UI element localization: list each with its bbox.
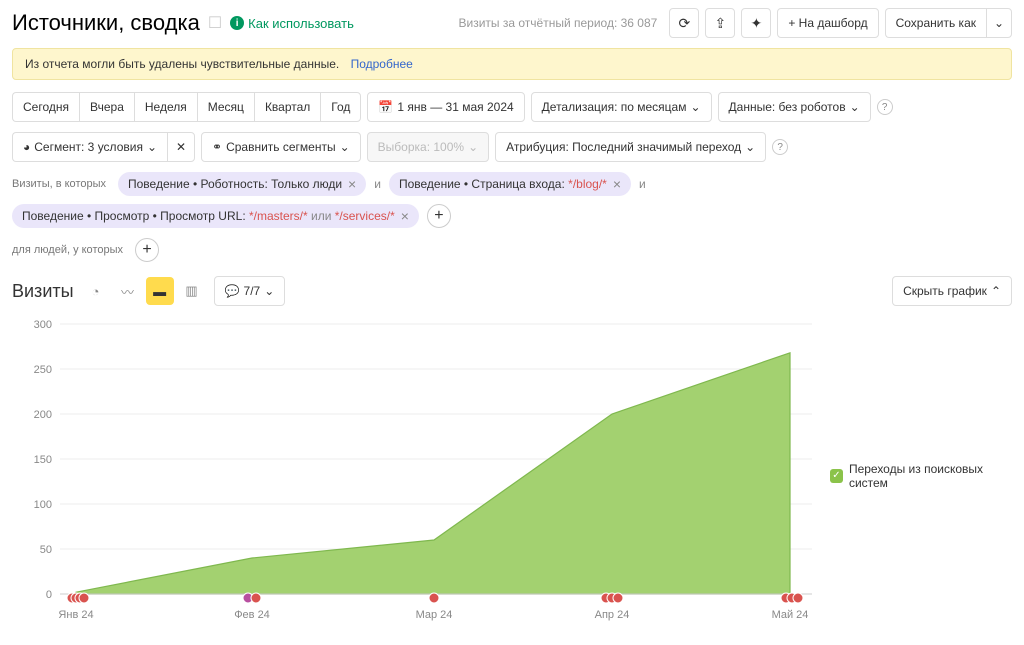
save-as-button[interactable]: Сохранить как [885, 8, 986, 38]
series-counter-dropdown[interactable]: 💬 7/7 ⌄ [214, 276, 286, 306]
chart-area: 0 50 100 150 200 250 300 Янв 24 Фев 24 Мар 24 Апр … [12, 314, 822, 637]
svg-text:Янв 24: Янв 24 [58, 609, 93, 621]
chevron-down-icon: ⌄ [850, 100, 860, 114]
segment-clear[interactable]: ✕ [167, 132, 195, 162]
and-separator: и [639, 177, 646, 191]
chip-label: Поведение • Страница входа: */blog/* [399, 177, 607, 191]
hide-chart-label: Скрыть график [903, 284, 987, 298]
series-counter-label: 7/7 [244, 284, 261, 298]
attribution-dropdown[interactable]: Атрибуция: Последний значимый переход ⌄ [495, 132, 766, 162]
info-icon: i [230, 16, 244, 30]
yandex-icon[interactable]: ✦ [741, 8, 771, 38]
filter-chip-robotness[interactable]: Поведение • Роботность: Только люди × [118, 172, 366, 196]
area-chart-svg: 0 50 100 150 200 250 300 Янв 24 Фев 24 Мар 24 Апр … [12, 314, 822, 634]
add-people-filter-button[interactable]: + [135, 238, 159, 262]
svg-text:150: 150 [34, 454, 52, 466]
svg-text:Фев 24: Фев 24 [234, 609, 270, 621]
add-filter-button[interactable]: + [427, 204, 451, 228]
chevron-up-icon: ⌃ [991, 284, 1001, 298]
compare-dropdown[interactable]: ⚭ Сравнить сегменты ⌄ [201, 132, 361, 162]
notice-more-link[interactable]: Подробнее [351, 57, 413, 71]
calendar-icon: 📅 [378, 100, 393, 114]
compare-icon: ⚭ [212, 140, 222, 154]
chip-close-icon[interactable]: × [348, 176, 356, 192]
segment-label: Сегмент: 3 условия [34, 140, 143, 154]
chip-label: Поведение • Роботность: Только люди [128, 177, 342, 191]
legend-checkbox-icon[interactable]: ✓ [830, 469, 843, 483]
chip-close-icon[interactable]: × [613, 176, 621, 192]
chip-label: Поведение • Просмотр • Просмотр URL: */m… [22, 209, 395, 223]
chevron-down-icon: ⌄ [468, 140, 478, 154]
detail-dropdown[interactable]: Детализация: по месяцам ⌄ [531, 92, 712, 122]
legend-label: Переходы из поисковых систем [849, 462, 1012, 490]
svg-text:Мар 24: Мар 24 [416, 609, 453, 621]
notice-text: Из отчета могли быть удалены чувствитель… [25, 57, 339, 71]
chevron-down-icon: ⌄ [745, 140, 755, 154]
chat-icon: 💬 [225, 284, 240, 298]
sample-dropdown: Выборка: 100% ⌄ [367, 132, 489, 162]
svg-text:300: 300 [34, 319, 52, 331]
attribution-label: Атрибуция: Последний значимый переход [506, 140, 741, 154]
svg-text:Май 24: Май 24 [772, 609, 809, 621]
period-quarter[interactable]: Квартал [254, 92, 320, 122]
date-range-label: 1 янв — 31 мая 2024 [397, 100, 513, 114]
chip-close-icon[interactable]: × [401, 208, 409, 224]
data-label: Данные: без роботов [729, 100, 846, 114]
how-to-use-link[interactable]: i Как использовать [230, 16, 354, 31]
period-month[interactable]: Месяц [197, 92, 254, 122]
svg-text:200: 200 [34, 409, 52, 421]
chart-type-bar[interactable]: ▥ [178, 277, 206, 305]
filter-chip-entry-page[interactable]: Поведение • Страница входа: */blog/* × [389, 172, 631, 196]
refresh-icon[interactable]: ⟳ [669, 8, 699, 38]
how-to-use-label: Как использовать [248, 16, 354, 31]
period-button-group: Сегодня Вчера Неделя Месяц Квартал Год [12, 92, 361, 122]
svg-text:250: 250 [34, 364, 52, 376]
chevron-down-icon: ⌄ [340, 140, 350, 154]
help-icon[interactable]: ? [877, 99, 893, 115]
detail-label: Детализация: по месяцам [542, 100, 687, 114]
chevron-down-icon: ⌄ [690, 100, 700, 114]
sensitive-data-notice: Из отчета могли быть удалены чувствитель… [12, 48, 1012, 80]
legend-item-search[interactable]: ✓ Переходы из поисковых систем [830, 462, 1012, 490]
and-separator: и [374, 177, 381, 191]
people-filter-label: для людей, у которых [12, 244, 123, 256]
bookmark-icon[interactable]: ☐ [208, 13, 222, 33]
hide-chart-button[interactable]: Скрыть график ⌃ [892, 276, 1012, 306]
chart-title: Визиты [12, 281, 74, 302]
chart-type-pie[interactable]: ◔ [82, 277, 110, 305]
chevron-down-icon: ⌄ [264, 284, 274, 298]
period-week[interactable]: Неделя [134, 92, 197, 122]
svg-text:100: 100 [34, 499, 52, 511]
chart-legend: ✓ Переходы из поисковых систем [822, 314, 1012, 637]
page-title: Источники, сводка [12, 10, 200, 36]
chart-type-line[interactable]: 〰 [114, 277, 142, 305]
date-range-button[interactable]: 📅 1 янв — 31 мая 2024 [367, 92, 524, 122]
period-yesterday[interactable]: Вчера [79, 92, 134, 122]
visits-filter-label: Визиты, в которых [12, 178, 106, 190]
pie-icon: ◕ [23, 140, 30, 154]
svg-text:Апр 24: Апр 24 [595, 609, 630, 621]
add-dashboard-button[interactable]: + На дашборд [777, 8, 878, 38]
period-meta: Визиты за отчётный период: 36 087 [459, 16, 658, 30]
svg-text:50: 50 [40, 544, 52, 556]
filter-chip-view-url[interactable]: Поведение • Просмотр • Просмотр URL: */m… [12, 204, 419, 228]
svg-text:0: 0 [46, 589, 52, 601]
period-today[interactable]: Сегодня [12, 92, 79, 122]
data-dropdown[interactable]: Данные: без роботов ⌄ [718, 92, 871, 122]
chart-type-area[interactable]: ▬ [146, 277, 174, 305]
chevron-down-icon: ⌄ [147, 140, 157, 154]
save-as-dropdown[interactable]: ⌄ [986, 8, 1012, 38]
share-icon[interactable]: ⇪ [705, 8, 735, 38]
help-icon[interactable]: ? [772, 139, 788, 155]
period-year[interactable]: Год [320, 92, 361, 122]
sample-label: Выборка: 100% [378, 140, 464, 154]
segment-dropdown[interactable]: ◕ Сегмент: 3 условия ⌄ [12, 132, 167, 162]
compare-label: Сравнить сегменты [226, 140, 336, 154]
